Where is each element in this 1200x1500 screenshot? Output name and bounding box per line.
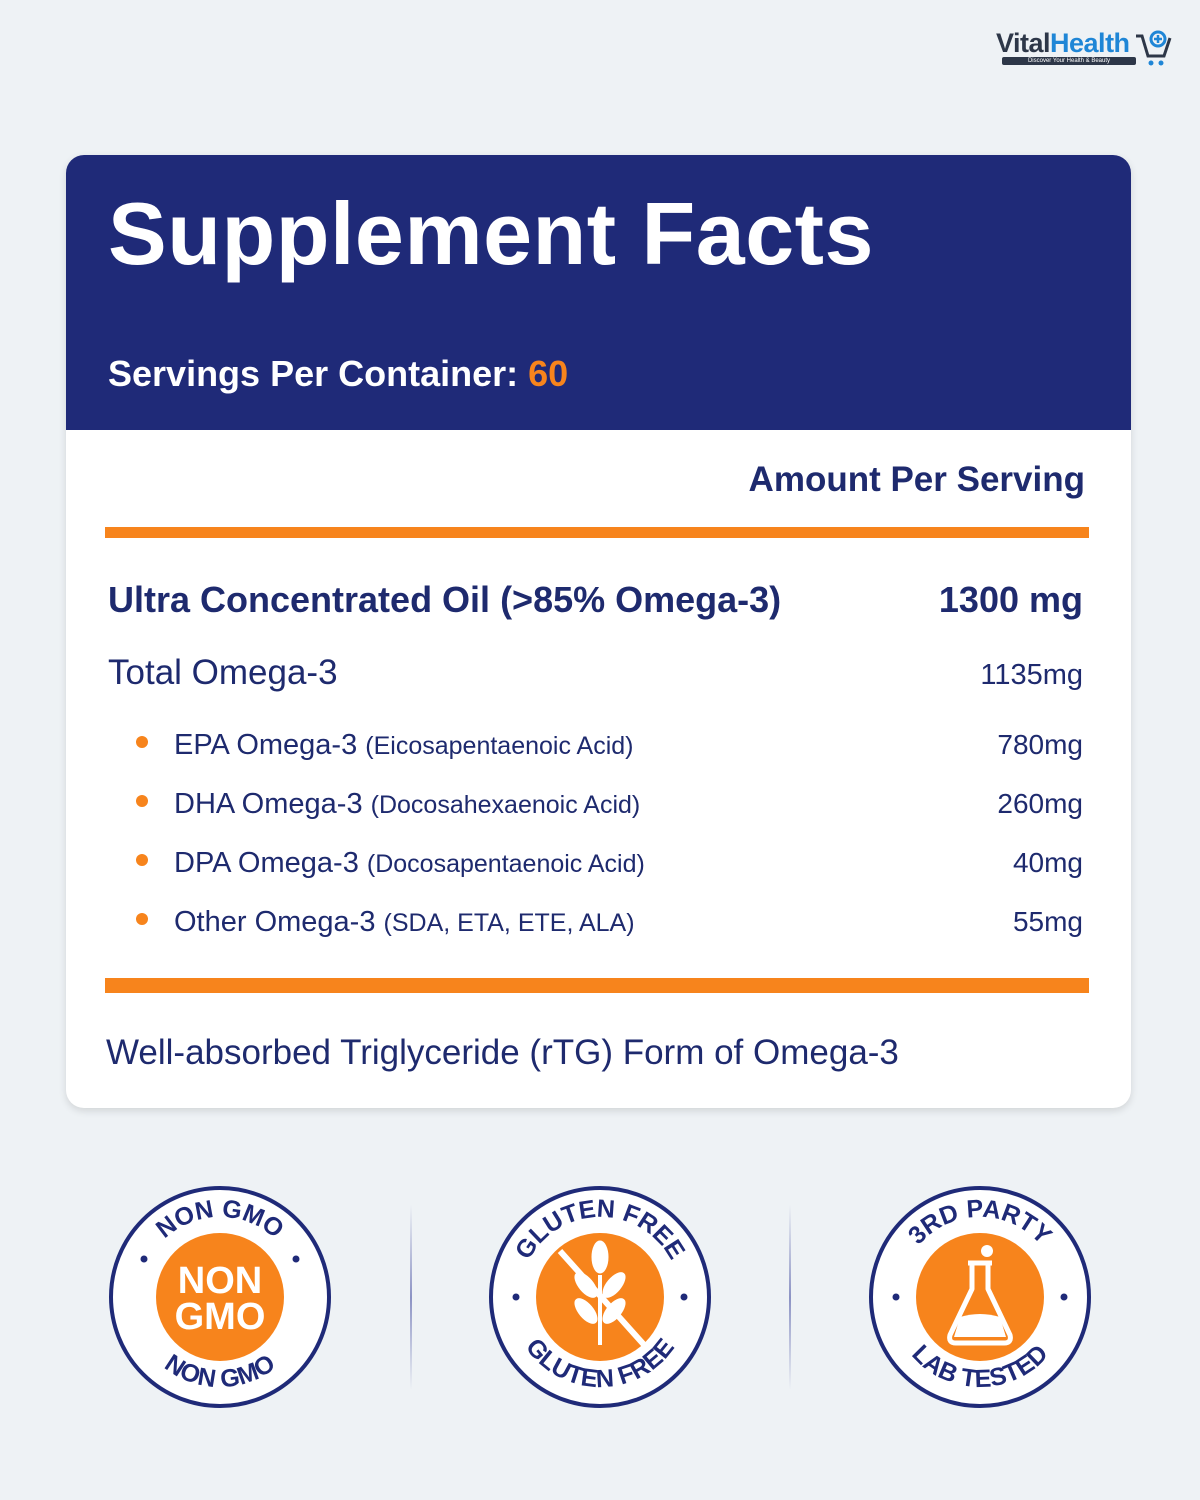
vitalhealth-logo: VitalHealth Discover Your Health & Beaut… (996, 28, 1176, 72)
rtg-form-note: Well-absorbed Triglyceride (rTG) Form of… (106, 1033, 899, 1072)
bullet-icon (136, 795, 148, 808)
table-row: EPA Omega-3 (Eicosapentaenoic Acid) 780m… (136, 729, 1083, 762)
ingredient-amount: 40mg (1012, 847, 1083, 878)
bullet-icon (136, 736, 148, 749)
wheat-crossed-icon (557, 1240, 649, 1350)
card-header: Supplement Facts Servings Per Container:… (66, 155, 1131, 430)
table-row: DHA Omega-3 (Docosahexaenoic Acid) 260mg (136, 788, 1083, 821)
divider (105, 978, 1089, 993)
ingredient-name: Other Omega-3 (174, 906, 376, 938)
logo-text: Vital (996, 28, 1051, 58)
flask-icon (947, 1245, 1013, 1346)
logo-tagline: Discover Your Health & Beauty (1002, 57, 1136, 65)
ingredient-amount: 1135mg (980, 659, 1083, 691)
table-row: DPA Omega-3 (Docosapentaenoic Acid) 40mg (136, 847, 1083, 880)
ingredient-amount: 1300 mg (938, 579, 1083, 620)
bullet-icon (136, 854, 148, 867)
ingredient-amount: 55mg (1012, 906, 1083, 937)
ingredient-name: Ultra Concentrated Oil (>85% Omega-3) (108, 579, 782, 620)
main-ingredient-row: Ultra Concentrated Oil (>85% Omega-3) 13… (108, 579, 1083, 621)
ingredient-detail: (Docosahexaenoic Acid) (370, 791, 641, 819)
divider (105, 527, 1089, 538)
total-omega3-row: Total Omega-3 1135mg (108, 653, 1083, 693)
non-gmo-badge: NON GMO NON GMO NON GMO (109, 1186, 331, 1408)
lab-tested-badge: 3RD PARTY LAB TESTED (869, 1186, 1091, 1408)
ingredient-detail: (SDA, ETA, ETE, ALA) (383, 909, 635, 937)
ingredient-name: DHA Omega-3 (174, 788, 363, 820)
page-title: Supplement Facts (108, 184, 874, 283)
servings-per-container: Servings Per Container: 60 (108, 353, 568, 395)
ingredient-amount: 260mg (997, 788, 1083, 819)
ingredient-detail: (Docosapentaenoic Acid) (366, 850, 645, 878)
logo-text: Health (1050, 28, 1130, 58)
servings-label: Servings Per Container: (108, 353, 519, 394)
ingredient-amount: 780mg (997, 729, 1083, 760)
ingredient-name: EPA Omega-3 (174, 729, 358, 761)
badge-center-text: GMO (175, 1296, 266, 1338)
supplement-facts-card: Supplement Facts Servings Per Container:… (66, 155, 1131, 1108)
badge-divider (410, 1205, 412, 1390)
ingredient-detail: (Eicosapentaenoic Acid) (365, 732, 634, 760)
table-row: Other Omega-3 (SDA, ETA, ETE, ALA) 55mg (136, 906, 1083, 939)
amount-per-serving-header: Amount Per Serving (748, 460, 1085, 499)
badge-divider (789, 1205, 791, 1390)
gluten-free-badge: GLUTEN FREE GLUTEN FREE (489, 1186, 711, 1408)
bullet-icon (136, 913, 148, 926)
ingredient-name: Total Omega-3 (108, 653, 338, 692)
cart-plus-icon (1136, 30, 1172, 66)
ingredient-name: DPA Omega-3 (174, 847, 359, 879)
badge-center-text: NON (178, 1260, 262, 1302)
servings-value: 60 (528, 353, 569, 394)
